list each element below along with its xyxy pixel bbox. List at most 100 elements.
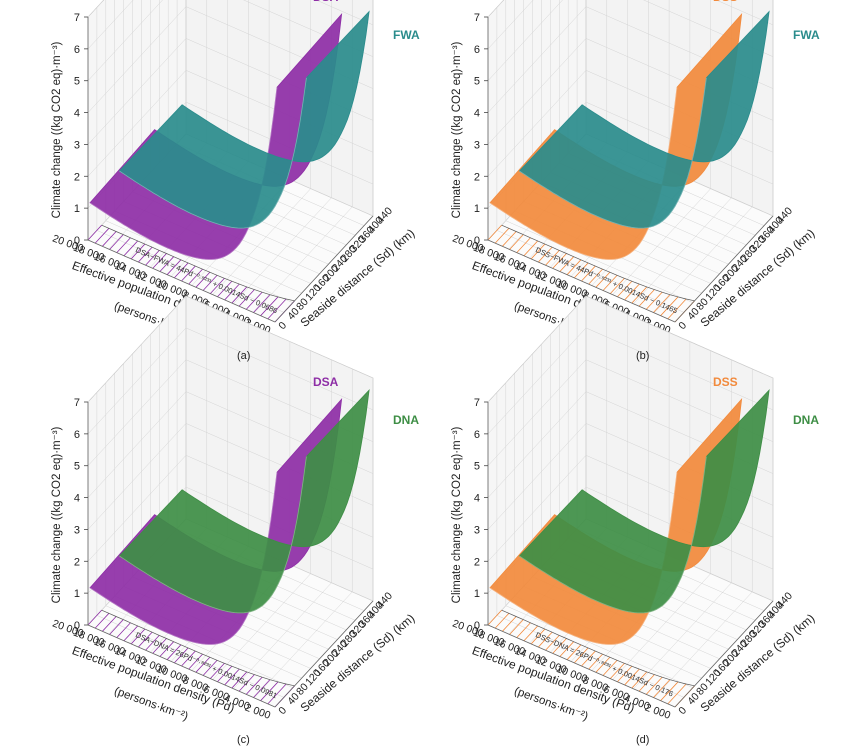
hatch-line — [145, 250, 160, 266]
hatch-line — [502, 231, 517, 247]
z-axis-title: Climate change ((kg CO2 eq)·m⁻³) — [451, 41, 463, 218]
z-tick-label: 5 — [74, 76, 80, 88]
z-tick-label: 6 — [74, 429, 80, 441]
hatch-line — [217, 665, 233, 683]
hatch-line — [667, 683, 687, 705]
x-gridline — [612, 573, 711, 680]
hatch-line — [123, 240, 138, 257]
hatch-line — [530, 628, 546, 645]
z-tick-label: 4 — [74, 108, 80, 120]
y-tick-label: 0 — [676, 705, 689, 717]
y-axis-line — [674, 215, 774, 323]
z-tick-label: 7 — [474, 397, 480, 409]
hatch-line — [260, 296, 279, 316]
hatch-line — [566, 259, 582, 275]
x-gridline — [233, 197, 332, 304]
hatch-line — [638, 674, 655, 692]
hatch-boundary — [101, 224, 295, 302]
hatch-line — [523, 240, 538, 257]
hatch-line — [516, 622, 531, 638]
hatch-line — [87, 224, 103, 241]
hatch-line — [516, 237, 531, 253]
hatch-line — [502, 616, 517, 632]
hatch-line — [231, 286, 248, 304]
hatch-line — [538, 631, 553, 648]
z-axis-title: Climate change ((kg CO2 eq)·m⁻³) — [51, 426, 63, 603]
hatch-line — [209, 663, 225, 679]
hatch-line — [653, 294, 671, 313]
z-tick-label: 5 — [474, 76, 480, 88]
panel-caption-c: (c) — [237, 734, 250, 746]
z-tick-label: 5 — [474, 461, 480, 473]
z-tick-label: 3 — [74, 524, 80, 536]
hatch-line — [102, 616, 117, 632]
z-tick-label: 0 — [474, 620, 480, 632]
y-axis-line — [674, 600, 774, 708]
y-gridline — [505, 220, 693, 303]
surface-edge — [89, 87, 278, 260]
hatch-line — [94, 228, 110, 244]
surface-edge — [119, 77, 307, 229]
hatch-line — [559, 641, 574, 657]
hatch-line — [253, 679, 271, 698]
hatch-line — [624, 283, 640, 301]
hatch-line — [660, 296, 679, 316]
hatch-line — [653, 679, 671, 698]
x-gridline — [612, 188, 711, 295]
surface-edge — [519, 456, 707, 614]
panel-caption-d: (d) — [636, 734, 650, 746]
hatch-line — [123, 625, 138, 642]
chart-panel-1: DSA−FWA = 44Pd⁻⁰·⁸²³¹ + 0.0014Sd − 0.068… — [51, 0, 420, 338]
hatch-line — [595, 656, 611, 673]
hatch-line — [116, 237, 131, 253]
x-gridline — [633, 582, 732, 689]
hatch-line — [166, 644, 182, 660]
hatch-line — [224, 668, 240, 686]
x-gridline — [654, 206, 753, 314]
hatch-line — [138, 631, 153, 648]
z-tick-label: 4 — [474, 108, 480, 120]
x-tick-label: 2 000 — [243, 702, 272, 722]
hatch-boundary — [101, 609, 295, 687]
z-tick-label: 4 — [74, 493, 80, 505]
z-tick-label: 6 — [474, 429, 480, 441]
hatch-line — [152, 638, 167, 654]
surface-dna — [118, 389, 370, 614]
z-tick-label: 3 — [74, 139, 80, 151]
z-tick-label: 1 — [474, 203, 480, 215]
y-tick-label: 0 — [676, 320, 689, 332]
hatch-line — [202, 275, 218, 291]
hatch-line — [617, 280, 633, 298]
hatch-line — [609, 278, 625, 294]
hatch-line — [245, 676, 263, 695]
x-gridline — [633, 197, 732, 304]
z-tick-label: 2 — [474, 171, 480, 183]
z-tick-label: 3 — [474, 524, 480, 536]
hatch-line — [174, 262, 189, 279]
difference-hatch — [87, 609, 295, 708]
hatch-line — [581, 265, 596, 282]
x-gridline — [654, 591, 753, 699]
hatch-line — [494, 613, 510, 629]
hatch-line — [509, 234, 524, 250]
hatch-line — [145, 635, 160, 651]
surface-edge — [489, 87, 678, 260]
hatch-line — [602, 275, 618, 291]
z-tick-label: 0 — [74, 620, 80, 632]
z-tick-label: 0 — [74, 235, 80, 247]
hatch-line — [130, 628, 146, 645]
y-gridline — [105, 220, 293, 303]
z-gridline — [87, 0, 374, 50]
hatch-line — [487, 609, 503, 626]
y-tick-label: 0 — [276, 320, 289, 332]
panel-caption-b: (b) — [636, 350, 650, 362]
hatch-line — [523, 625, 538, 642]
hatch-line — [166, 259, 182, 275]
surface-fwa — [518, 10, 770, 229]
y-axis-line — [274, 600, 374, 708]
surface-fwa — [118, 10, 370, 229]
hatch-line — [138, 246, 153, 263]
chart-panel-4: DSS−DNA = 26Pd⁻⁰·⁸²³¹ + 0.0014Sd − 0.176… — [451, 295, 819, 723]
hatch-line — [581, 650, 596, 667]
